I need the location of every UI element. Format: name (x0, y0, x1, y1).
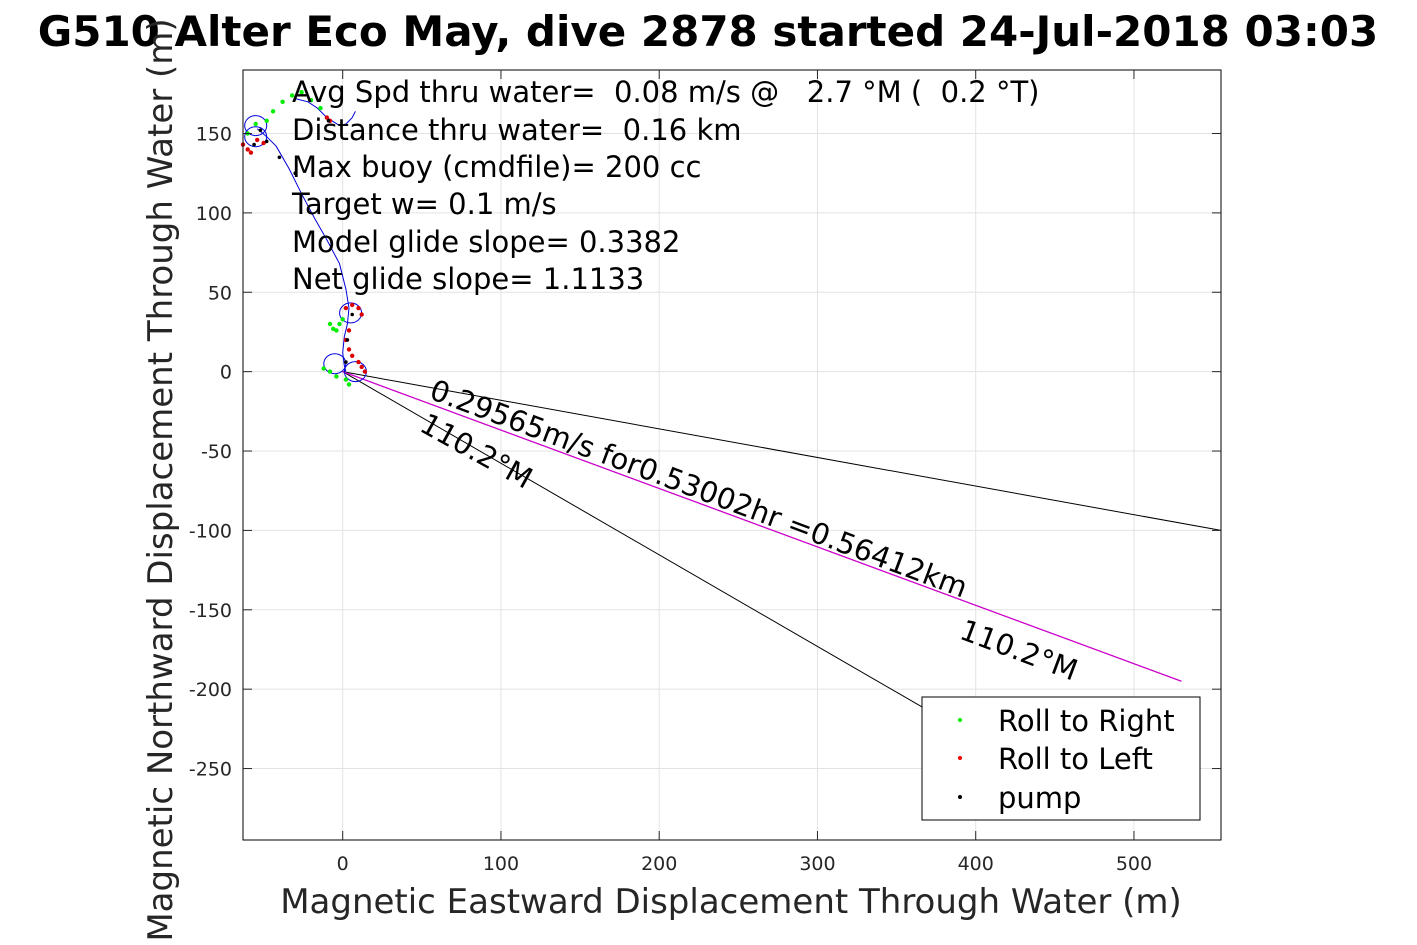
annotation-avg-speed: Avg Spd thru water= 0.08 m/s @ 2.7 °M ( … (292, 75, 1040, 109)
roll-left-point (255, 137, 260, 143)
pump-point (293, 171, 298, 175)
roll-left-point (346, 347, 352, 352)
legend-label-roll-right: Roll to Right (998, 704, 1175, 738)
roll-right-point (337, 321, 342, 327)
y-tick-label: 100 (196, 203, 232, 225)
roll-right-point (270, 109, 276, 114)
pump-point (350, 312, 355, 317)
roll-right-point (321, 366, 326, 371)
roll-right-point (346, 382, 352, 387)
roll-right-point (343, 377, 349, 382)
roll-left-point (346, 328, 352, 333)
pump-point (326, 119, 331, 123)
roll-right-point (340, 317, 345, 322)
x-tick-label: 100 (483, 853, 519, 875)
heading-wedge (342, 371, 1222, 730)
roll-right-point (327, 321, 333, 327)
x-tick-label: 0 (337, 853, 349, 875)
roll-right-point (318, 105, 323, 111)
turn-circle (244, 126, 268, 148)
chart-title: G510 Alter Eco May, dive 2878 started 24… (38, 7, 1378, 56)
pump-point (345, 338, 350, 342)
annotations: Avg Spd thru water= 0.08 m/s @ 2.7 °M ( … (291, 75, 1040, 296)
legend-marker-roll-right (958, 718, 962, 722)
x-axis-label: Magnetic Eastward Displacement Through W… (280, 882, 1182, 922)
plot-frame (242, 69, 1222, 841)
roll-left-point (362, 369, 368, 374)
y-axis-ticks: 150 100 50 0 -50 -100 -150 -200 -250 (189, 124, 1221, 781)
y-tick-label: 50 (208, 282, 232, 304)
roll-right-point (327, 369, 333, 374)
x-tick-label: 400 (958, 853, 994, 875)
roll-left-point (343, 305, 349, 311)
legend-marker-roll-left (958, 756, 962, 760)
x-tick-label: 200 (641, 853, 677, 875)
roll-right-point (289, 93, 295, 98)
roll-right-point (308, 98, 314, 103)
legend-marker-pump (958, 795, 962, 799)
annotation-net-glide: Net glide slope= 1.1133 (292, 262, 644, 296)
roll-right-point (334, 328, 339, 333)
roll-right-point (253, 121, 258, 127)
pump-point (252, 142, 256, 147)
roll-left-point (359, 364, 364, 370)
x-tick-label: 500 (1116, 853, 1152, 875)
y-tick-label: 150 (196, 124, 232, 146)
roll-left-point (245, 147, 250, 152)
y-tick-label: -50 (201, 441, 232, 463)
roll-left-point (356, 305, 361, 311)
x-axis-ticks: 0 100 200 300 400 500 (337, 70, 1152, 875)
legend-box (921, 696, 1201, 821)
roll-left-point (350, 353, 355, 358)
annotation-distance: Distance thru water= 0.16 km (292, 113, 742, 147)
roll-left-point (324, 115, 330, 120)
turn-circle (244, 115, 268, 137)
annotation-model-glide: Model glide slope= 0.3382 (292, 225, 680, 259)
legend: Roll to Right Roll to Left pump (921, 696, 1201, 821)
annotation-max-buoy: Max buoy (cmdfile)= 200 cc (292, 150, 701, 184)
y-tick-label: -200 (189, 679, 232, 701)
legend-label-roll-left: Roll to Left (998, 742, 1153, 776)
data-points (240, 90, 368, 387)
velocity-vector-line (342, 371, 1182, 682)
annotation-target-w: Target w= 0.1 m/s (291, 187, 557, 221)
y-tick-label: -100 (189, 520, 232, 542)
legend-label-pump: pump (998, 781, 1081, 815)
wedge-lower-line (342, 371, 961, 730)
roll-left-point (359, 312, 364, 317)
roll-right-point (264, 118, 269, 124)
y-tick-label: -150 (189, 600, 232, 622)
dive-track (256, 98, 356, 372)
y-tick-label: -250 (189, 759, 232, 781)
y-tick-label: 0 (220, 362, 232, 384)
pump-point (258, 128, 263, 133)
grid-lines (243, 70, 1221, 840)
roll-right-point (334, 374, 339, 379)
roll-left-point (356, 359, 361, 365)
x-tick-label: 300 (799, 853, 835, 875)
roll-left-point (248, 150, 254, 155)
roll-right-point (280, 99, 285, 105)
roll-left-point (350, 302, 355, 308)
track-line (256, 128, 350, 372)
track-line (295, 98, 356, 127)
pump-point (277, 155, 282, 160)
y-axis-label: Magnetic Northward Displacement Through … (141, 18, 181, 941)
pump-point (264, 139, 269, 144)
roll-left-point (261, 140, 266, 146)
pump-point (344, 360, 348, 364)
wedge-upper-line (342, 371, 1222, 531)
roll-right-point (299, 90, 304, 95)
